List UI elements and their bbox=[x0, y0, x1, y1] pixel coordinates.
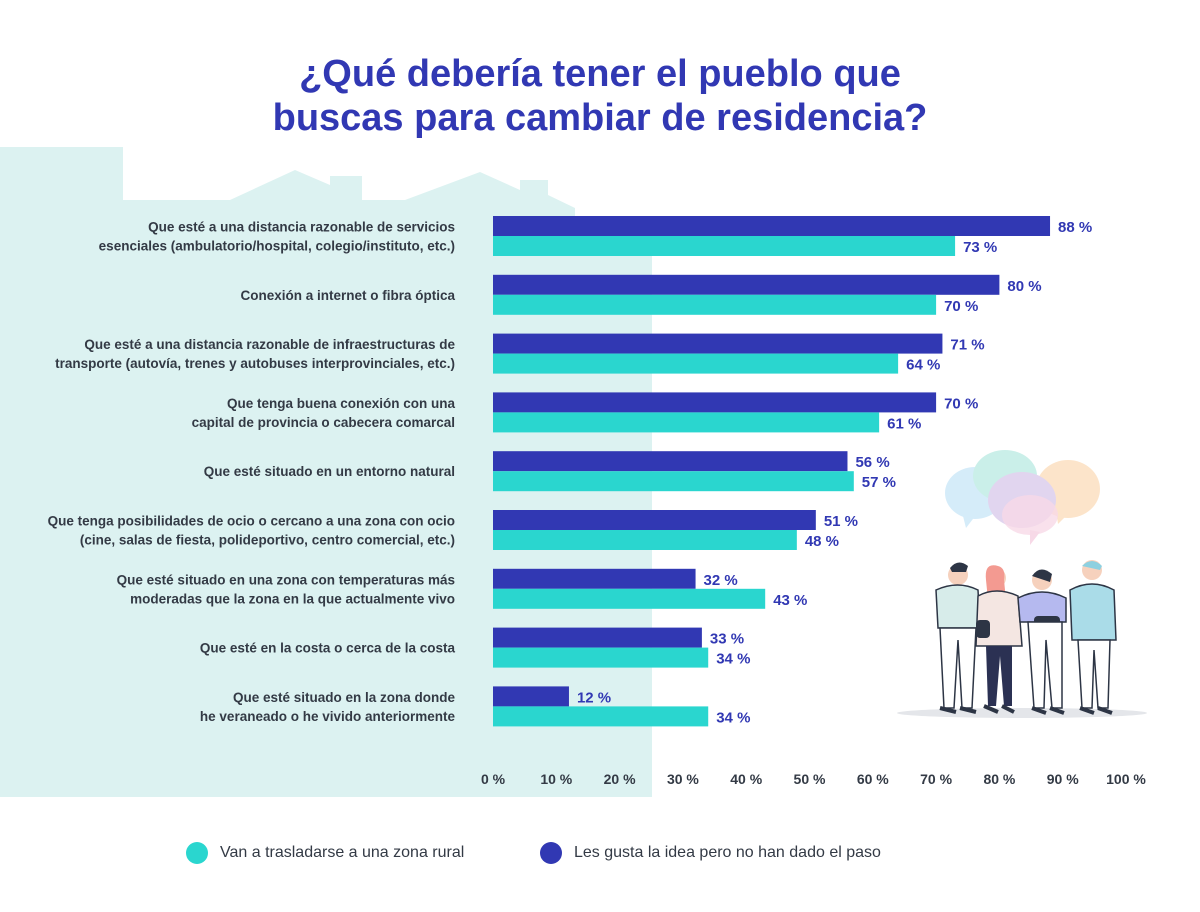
data-label-idea: 32 % bbox=[704, 572, 738, 589]
legend-label-rural: Van a trasladarse a una zona rural bbox=[220, 844, 465, 861]
category-label: he veraneado o he vivido anteriormente bbox=[200, 709, 456, 724]
data-label-idea: 71 % bbox=[950, 337, 984, 354]
data-label-rural: 64 % bbox=[906, 357, 940, 374]
bar-rural bbox=[493, 294, 937, 315]
bar-idea bbox=[493, 392, 937, 413]
bar-idea bbox=[493, 333, 943, 354]
x-tick-label: 100 % bbox=[1106, 771, 1146, 787]
bar-rural bbox=[493, 471, 854, 492]
category-label: esenciales (ambulatorio/hospital, colegi… bbox=[99, 239, 455, 254]
x-tick-label: 50 % bbox=[794, 771, 826, 787]
legend-swatch-rural bbox=[186, 842, 208, 864]
category-label: (cine, salas de fiesta, polideportivo, c… bbox=[80, 533, 455, 548]
bar-rural bbox=[493, 647, 709, 668]
data-label-idea: 56 % bbox=[855, 454, 889, 471]
data-label-idea: 80 % bbox=[1007, 278, 1041, 295]
category-label: Que esté situado en la zona donde bbox=[233, 690, 456, 705]
category-label: Que esté en la costa o cerca de la costa bbox=[200, 641, 456, 656]
bar-idea bbox=[493, 216, 1051, 236]
data-label-idea: 33 % bbox=[710, 631, 744, 648]
legend-swatch-idea bbox=[540, 842, 562, 864]
bar-rural bbox=[493, 530, 797, 550]
category-label: Que esté a una distancia razonable de in… bbox=[84, 337, 455, 352]
data-label-idea: 70 % bbox=[944, 395, 978, 412]
data-label-rural: 34 % bbox=[716, 709, 750, 726]
category-label: Que esté situado en un entorno natural bbox=[204, 464, 455, 479]
category-label: transporte (autovía, trenes y autobuses … bbox=[55, 356, 455, 371]
legend-label-idea: Les gusta la idea pero no han dado el pa… bbox=[574, 844, 881, 861]
data-label-rural: 70 % bbox=[944, 298, 978, 315]
speech-bubbles-illustration bbox=[945, 450, 1100, 545]
bar-rural bbox=[493, 236, 956, 256]
data-label-rural: 73 % bbox=[963, 239, 997, 256]
category-label: moderadas que la zona en la que actualme… bbox=[130, 591, 455, 606]
bar-idea bbox=[493, 568, 696, 589]
category-label: Que tenga buena conexión con una bbox=[227, 396, 456, 411]
bar-rural bbox=[493, 353, 899, 374]
bar-rural bbox=[493, 588, 766, 609]
chart-title-line-1: ¿Qué debería tener el pueblo que bbox=[299, 53, 901, 95]
data-label-rural: 48 % bbox=[805, 533, 839, 550]
data-label-rural: 57 % bbox=[862, 474, 896, 491]
bar-rural bbox=[493, 412, 880, 433]
x-tick-label: 30 % bbox=[667, 771, 699, 787]
bar-idea bbox=[493, 686, 569, 707]
legend-item-rural: Van a trasladarse a una zona rural bbox=[186, 842, 464, 864]
data-label-idea: 88 % bbox=[1058, 219, 1092, 236]
x-tick-label: 90 % bbox=[1047, 771, 1079, 787]
data-label-rural: 61 % bbox=[887, 415, 921, 432]
data-label-idea: 12 % bbox=[577, 689, 611, 706]
category-label: Que esté a una distancia razonable de se… bbox=[148, 220, 455, 235]
x-tick-label: 40 % bbox=[730, 771, 762, 787]
chart-title-line-2: buscas para cambiar de residencia? bbox=[272, 97, 928, 139]
x-tick-label: 0 % bbox=[481, 771, 506, 787]
category-label: Conexión a internet o fibra óptica bbox=[240, 288, 455, 303]
category-label: Que esté situado en una zona con tempera… bbox=[117, 572, 455, 587]
x-tick-label: 80 % bbox=[983, 771, 1015, 787]
x-tick-label: 20 % bbox=[604, 771, 636, 787]
x-tick-label: 60 % bbox=[857, 771, 889, 787]
data-label-rural: 34 % bbox=[716, 651, 750, 668]
data-label-rural: 43 % bbox=[773, 592, 807, 609]
category-label: Que tenga posibilidades de ocio o cercan… bbox=[48, 514, 455, 529]
bar-idea bbox=[493, 510, 816, 530]
category-label: capital de provincia o cabecera comarcal bbox=[192, 415, 455, 430]
data-label-idea: 51 % bbox=[824, 513, 858, 530]
bar-idea bbox=[493, 274, 1000, 295]
x-tick-label: 10 % bbox=[540, 771, 572, 787]
bar-idea bbox=[493, 451, 848, 472]
x-tick-label: 70 % bbox=[920, 771, 952, 787]
bar-idea bbox=[493, 627, 702, 648]
legend-item-idea: Les gusta la idea pero no han dado el pa… bbox=[540, 842, 881, 864]
bar-rural bbox=[493, 706, 709, 727]
chart-title: ¿Qué debería tener el pueblo que buscas … bbox=[0, 52, 1200, 140]
